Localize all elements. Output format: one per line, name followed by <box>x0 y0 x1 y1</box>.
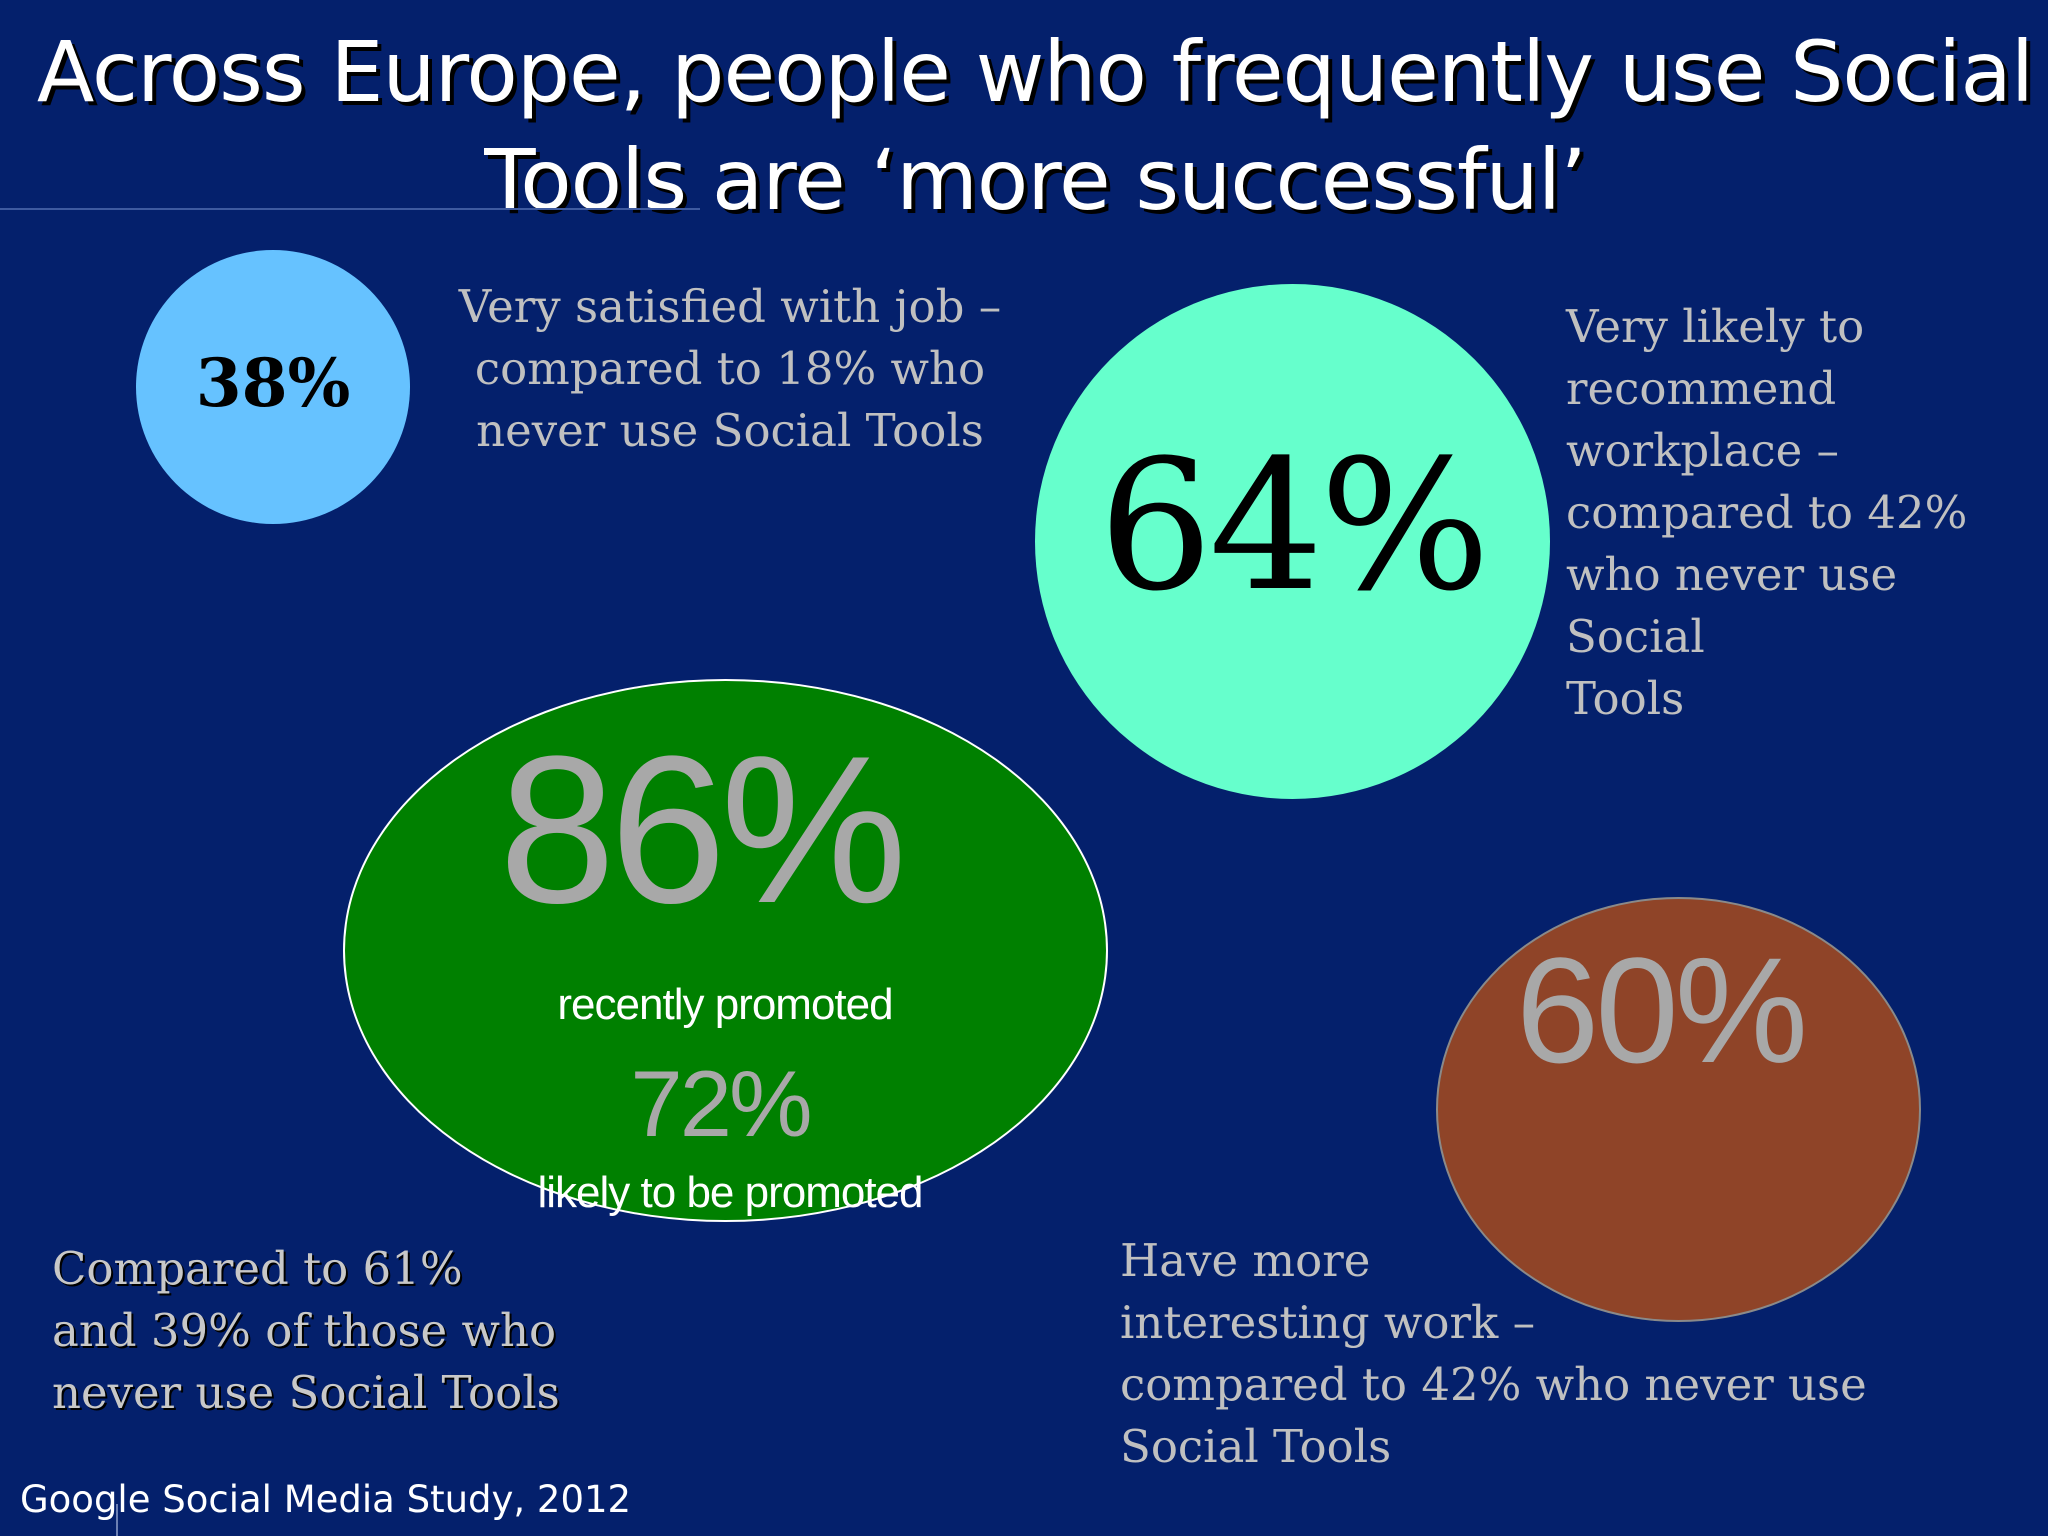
description-line: Very satisfied with job – <box>458 280 1002 333</box>
description-line: recommend <box>1566 362 1837 415</box>
description-line: Social Tools <box>1120 1420 1392 1473</box>
promotion-value: 86% <box>498 712 907 947</box>
description-line: Have more <box>1120 1234 1371 1287</box>
description-line: Compared to 61% <box>52 1242 463 1295</box>
interesting-work-description: Have more interesting work – compared to… <box>1120 1230 1920 1478</box>
description-line: compared to 42% who never use <box>1120 1358 1867 1411</box>
description-line: Tools <box>1566 672 1685 725</box>
source-citation: Google Social Media Study, 2012 <box>20 1478 632 1521</box>
description-line: compared to 42% <box>1566 486 1968 539</box>
slide-title: Across Europe, people who frequently use… <box>36 23 2034 229</box>
promotion-label: recently promoted <box>557 980 893 1029</box>
description-line: who never use Social <box>1566 548 1898 663</box>
interesting-work-ellipse <box>1436 897 1921 1322</box>
recommend-workplace-description: Very likely to recommend workplace – com… <box>1566 296 2046 730</box>
title-divider <box>0 208 700 210</box>
footer-tick-mark <box>116 1504 118 1536</box>
description-line: workplace – <box>1566 424 1840 477</box>
recommend-workplace-value: 64% <box>1098 422 1490 631</box>
interesting-work-value: 60% <box>1515 926 1808 1094</box>
promotion-ellipse <box>343 679 1108 1222</box>
description-line: never use Social Tools <box>52 1366 560 1419</box>
recommend-workplace-circle: 64% <box>1035 284 1550 799</box>
description-line: and 39% of those who <box>52 1304 557 1357</box>
promotion-description: Compared to 61% and 39% of those who nev… <box>52 1238 652 1424</box>
description-line: Very likely to <box>1566 300 1865 353</box>
description-line: never use Social Tools <box>476 404 984 457</box>
job-satisfaction-circle: 38% <box>136 250 410 524</box>
description-line: interesting work – <box>1120 1296 1536 1349</box>
job-satisfaction-description: Very satisfied with job – compared to 18… <box>430 276 1030 462</box>
job-satisfaction-value: 38% <box>195 344 351 422</box>
promotion-secondary-value: 72% <box>630 1051 812 1156</box>
description-line: compared to 18% who <box>474 342 986 395</box>
promotion-secondary-label: likely to be promoted <box>537 1168 924 1217</box>
